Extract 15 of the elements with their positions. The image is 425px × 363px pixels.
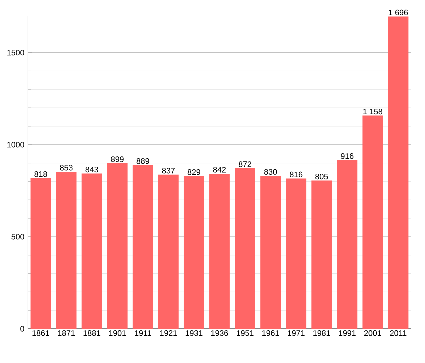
bar — [260, 176, 282, 329]
bar — [184, 176, 204, 329]
bar — [337, 160, 358, 329]
bar — [362, 116, 384, 329]
bar — [56, 172, 77, 329]
bar — [286, 178, 307, 329]
bar — [158, 174, 179, 329]
bar — [312, 180, 332, 329]
bar — [82, 174, 102, 329]
bar — [210, 174, 230, 329]
bar — [388, 16, 409, 329]
bar — [235, 168, 256, 329]
bar — [30, 178, 52, 329]
bar — [107, 163, 128, 329]
bar — [132, 165, 154, 329]
